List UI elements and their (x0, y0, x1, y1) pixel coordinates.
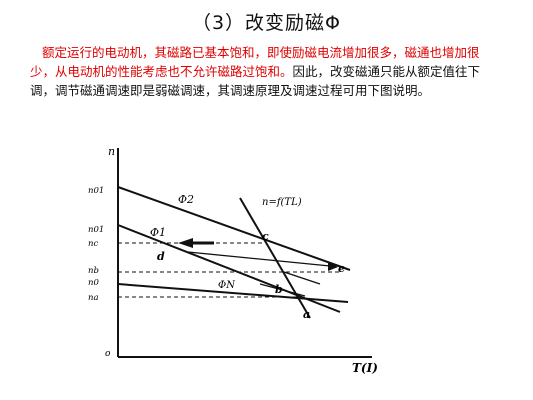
point-d: d (157, 250, 165, 263)
y-tick-nb: nb (88, 266, 99, 276)
arrow-b-to-a (259, 283, 306, 297)
y-tick-n01-lower: n01 (88, 225, 104, 235)
arrow-e-to-b (283, 271, 321, 285)
arrow-c-to-d (178, 238, 193, 248)
slide-title: （3）改变励磁Φ (191, 12, 342, 34)
point-c: c (262, 230, 269, 243)
y-tick-nc: nc (88, 239, 98, 249)
body-paragraph: 额定运行的电动机，其磁路已基本饱和，即使励磁电流增加很多，磁通也增加很少，从电动… (30, 43, 500, 100)
point-a: a (303, 308, 310, 321)
arrow-d-to-e-head (328, 262, 338, 271)
paragraph-red-text: 额定运行的电动机，其磁路已基本饱和，即使励磁电流增加很多，磁通也增加很少，从电动… (30, 45, 480, 79)
label-phiN: ΦN (218, 280, 236, 291)
phiN-line (117, 283, 349, 303)
label-phi1: Φ1 (150, 226, 166, 239)
y-axis-label: n (108, 145, 115, 158)
point-e: e (338, 262, 345, 275)
load-curve-line (239, 197, 311, 319)
arrow-d-to-e (187, 251, 331, 267)
y-tick-n0: n0 (88, 278, 99, 288)
x-axis-label: T(I) (352, 361, 378, 375)
phi2-line (117, 186, 351, 271)
point-b: b (275, 283, 283, 296)
label-load-curve: n=f(TL) (262, 197, 302, 208)
origin-label: o (105, 349, 111, 359)
paragraph-black-text: 因此，改变磁通只能从额定值往下调，调节磁通调速即是弱磁调速，其调速原理及调速过程… (30, 64, 481, 98)
y-tick-na: na (88, 293, 99, 303)
y-tick-n01-upper: n01 (88, 186, 104, 196)
label-phi2: Φ2 (178, 193, 194, 206)
